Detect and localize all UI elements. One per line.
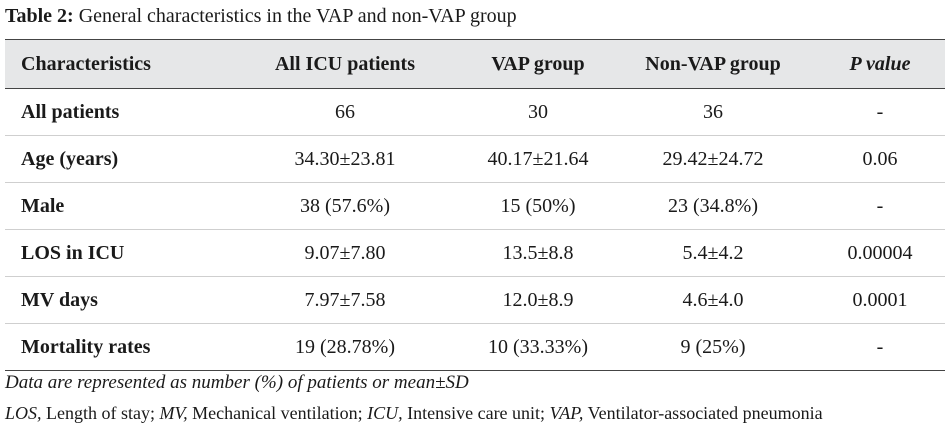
cell-vap: 15 (50%) [465, 182, 611, 230]
row-label: Male [5, 182, 225, 230]
abbr-term: LOS, [5, 403, 42, 423]
table-row: Age (years) 34.30±23.81 40.17±21.64 29.4… [5, 135, 945, 183]
cell-p-value: 0.06 [815, 135, 945, 183]
header-vap-group: VAP group [465, 39, 611, 89]
abbr-definition: Intensive care unit; [402, 403, 550, 423]
cell-all-icu: 7.97±7.58 [225, 276, 465, 324]
cell-p-value: 0.00004 [815, 229, 945, 277]
cell-p-value: - [815, 323, 945, 371]
cell-all-icu: 19 (28.78%) [225, 323, 465, 371]
cell-non-vap: 29.42±24.72 [611, 135, 815, 183]
table-caption: Table 2: General characteristics in the … [5, 4, 517, 28]
abbr-definition: Ventilator-associated pneumonia [583, 403, 823, 423]
cell-vap: 30 [465, 88, 611, 136]
cell-all-icu: 9.07±7.80 [225, 229, 465, 277]
cell-non-vap: 36 [611, 88, 815, 136]
cell-vap: 13.5±8.8 [465, 229, 611, 277]
row-label: Age (years) [5, 135, 225, 183]
table-row: MV days 7.97±7.58 12.0±8.9 4.6±4.0 0.000… [5, 276, 945, 324]
table-row: All patients 66 30 36 - [5, 88, 945, 136]
row-label: All patients [5, 88, 225, 136]
cell-all-icu: 66 [225, 88, 465, 136]
cell-p-value: - [815, 88, 945, 136]
cell-non-vap: 4.6±4.0 [611, 276, 815, 324]
cell-all-icu: 38 (57.6%) [225, 182, 465, 230]
cell-non-vap: 5.4±4.2 [611, 229, 815, 277]
table-row: Mortality rates 19 (28.78%) 10 (33.33%) … [5, 323, 945, 371]
abbr-term: VAP, [549, 403, 584, 423]
table-row: LOS in ICU 9.07±7.80 13.5±8.8 5.4±4.2 0.… [5, 229, 945, 277]
row-label: Mortality rates [5, 323, 225, 371]
table-header-row: Characteristics All ICU patients VAP gro… [5, 39, 945, 89]
row-label: LOS in ICU [5, 229, 225, 277]
row-label: MV days [5, 276, 225, 324]
table-caption-text: General characteristics in the VAP and n… [73, 5, 517, 27]
header-characteristics: Characteristics [5, 39, 225, 89]
cell-non-vap: 23 (34.8%) [611, 182, 815, 230]
abbreviations-footnote: LOS, Length of stay; MV, Mechanical vent… [5, 401, 823, 425]
cell-vap: 10 (33.33%) [465, 323, 611, 371]
abbr-definition: Mechanical ventilation; [187, 403, 368, 423]
header-all-icu-patients: All ICU patients [225, 39, 465, 89]
data-footnote: Data are represented as number (%) of pa… [5, 372, 469, 393]
cell-non-vap: 9 (25%) [611, 323, 815, 371]
cell-all-icu: 34.30±23.81 [225, 135, 465, 183]
abbr-term: MV, [159, 403, 188, 423]
abbr-term: ICU, [367, 403, 403, 423]
header-non-vap-group: Non-VAP group [611, 39, 815, 89]
table-row: Male 38 (57.6%) 15 (50%) 23 (34.8%) - [5, 182, 945, 230]
abbr-definition: Length of stay; [41, 403, 160, 423]
cell-vap: 40.17±21.64 [465, 135, 611, 183]
table-caption-label: Table 2: [5, 5, 74, 27]
header-p-value: P value [815, 39, 945, 89]
cell-vap: 12.0±8.9 [465, 276, 611, 324]
cell-p-value: 0.0001 [815, 276, 945, 324]
characteristics-table: Characteristics All ICU patients VAP gro… [5, 39, 945, 371]
cell-p-value: - [815, 182, 945, 230]
